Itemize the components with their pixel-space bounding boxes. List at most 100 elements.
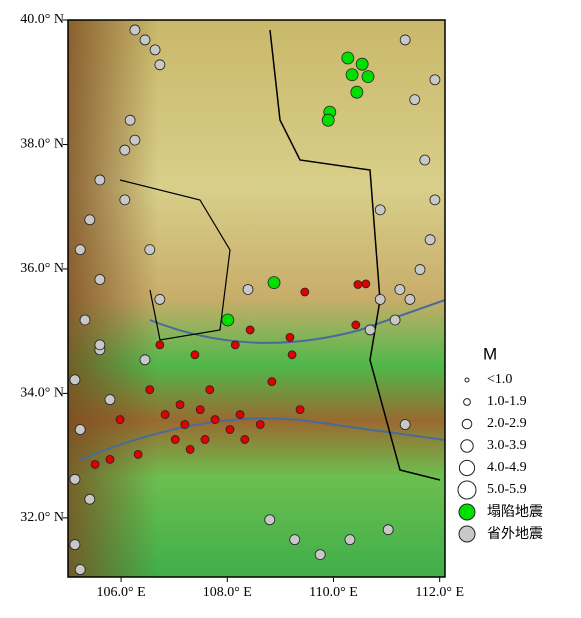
x-tick-label: 106.0° E: [97, 585, 146, 600]
quake-point: [69, 473, 81, 485]
quake-point: [79, 314, 91, 326]
quake-point: [264, 514, 276, 526]
quake-point: [129, 134, 141, 146]
quake-point: [225, 425, 235, 434]
x-tick-label: 112.0° E: [415, 585, 464, 600]
quake-point: [221, 313, 235, 327]
legend-size-marker: [464, 377, 470, 383]
map-frame: [67, 19, 446, 578]
quake-point: [350, 85, 364, 99]
quake-point: [74, 244, 86, 256]
quake-point: [364, 324, 376, 336]
quake-point: [154, 59, 166, 71]
quake-point: [351, 320, 361, 330]
y-tick-label: 40.0° N: [20, 12, 64, 27]
quake-point: [94, 274, 106, 285]
quake-point: [355, 57, 369, 71]
quake-point: [200, 435, 210, 444]
quake-point: [69, 374, 81, 386]
quake-point: [361, 279, 371, 289]
legend-size-label: <1.0: [487, 372, 512, 387]
fault: [79, 417, 446, 461]
quake-point: [345, 68, 359, 82]
quake-point: [205, 385, 215, 395]
quake-point: [361, 70, 375, 84]
quake-point: [144, 244, 156, 256]
y-tick-label: 38.0° N: [20, 137, 64, 152]
quake-point: [154, 294, 166, 305]
quake-point: [133, 449, 143, 459]
quake-point: [170, 435, 180, 444]
quake-point: [295, 405, 305, 414]
x-tick-label: 108.0° E: [203, 585, 252, 600]
quake-point: [321, 113, 335, 127]
legend-title: M: [483, 344, 497, 363]
quake-point: [289, 534, 301, 546]
quake-point: [94, 174, 106, 186]
quake-point: [94, 339, 106, 351]
legend-label: 塌陷地震: [487, 504, 543, 520]
quake-point: [180, 420, 190, 429]
y-tick-label: 34.0° N: [20, 386, 64, 401]
legend-size-marker: [463, 398, 471, 406]
quake-point: [314, 549, 326, 560]
quake-point: [210, 415, 220, 424]
quake-point: [74, 424, 86, 435]
legend-marker: [458, 525, 476, 543]
quake-point: [399, 34, 411, 46]
x-tick-label: 110.0° E: [309, 585, 358, 600]
quake-point: [124, 114, 136, 126]
border: [269, 29, 441, 481]
y-tick-label: 32.0° N: [20, 510, 64, 525]
legend-size-label: 4.0-4.9: [487, 460, 527, 475]
y-tick-label: 36.0° N: [20, 261, 64, 276]
quake-point: [409, 94, 421, 106]
quake-point: [242, 284, 254, 295]
quake-point: [195, 405, 205, 414]
quake-point: [230, 340, 240, 350]
quake-point: [255, 420, 265, 429]
quake-point: [175, 400, 185, 410]
quake-point: [139, 34, 151, 46]
quake-point: [240, 435, 250, 444]
legend-size-marker: [457, 480, 477, 500]
quake-point: [424, 234, 436, 246]
quake-point: [353, 280, 363, 289]
quake-point: [235, 410, 245, 419]
quake-point: [119, 144, 131, 156]
quake-point: [245, 325, 255, 335]
border: [119, 179, 231, 341]
quake-point: [84, 214, 96, 226]
quake-point: [382, 524, 394, 536]
quake-point: [414, 264, 426, 275]
quake-point: [429, 194, 441, 206]
quake-point: [185, 445, 195, 454]
quake-point: [145, 385, 155, 395]
quake-point: [399, 419, 411, 430]
quake-point: [285, 332, 295, 342]
quake-point: [119, 194, 131, 206]
fault: [149, 299, 446, 344]
legend-size-label: 3.0-3.9: [487, 438, 527, 453]
legend-size-marker: [460, 439, 474, 453]
quake-point: [267, 377, 277, 386]
quake-point: [104, 394, 116, 406]
quake-point: [69, 539, 81, 551]
quake-point: [404, 294, 416, 305]
quake-point: [374, 294, 386, 305]
map-area: [68, 20, 446, 577]
quake-point: [429, 74, 441, 86]
legend-size-marker: [461, 418, 473, 430]
quake-point: [115, 415, 125, 424]
quake-point: [374, 204, 386, 216]
quake-point: [344, 534, 356, 546]
quake-point: [287, 350, 297, 360]
quake-point: [84, 493, 96, 505]
terrain-west: [68, 20, 158, 577]
quake-point: [149, 44, 161, 56]
quake-point: [90, 459, 100, 469]
quake-point: [389, 314, 401, 326]
quake-point: [341, 51, 355, 65]
legend-size-marker: [458, 459, 476, 477]
